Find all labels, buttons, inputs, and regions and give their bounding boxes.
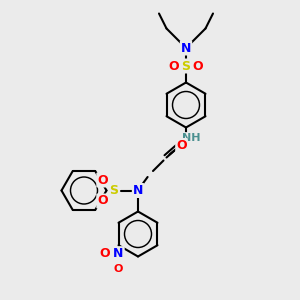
Text: N: N <box>113 247 124 260</box>
Text: O: O <box>114 264 123 274</box>
Text: S: S <box>182 59 190 73</box>
Text: O: O <box>97 194 108 208</box>
Text: O: O <box>193 59 203 73</box>
Text: N: N <box>133 184 143 197</box>
Text: O: O <box>97 173 108 187</box>
Text: N: N <box>181 41 191 55</box>
Text: S: S <box>110 184 118 197</box>
Text: O: O <box>176 139 187 152</box>
Text: O: O <box>100 247 110 260</box>
Text: O: O <box>169 59 179 73</box>
Text: NH: NH <box>182 133 201 143</box>
